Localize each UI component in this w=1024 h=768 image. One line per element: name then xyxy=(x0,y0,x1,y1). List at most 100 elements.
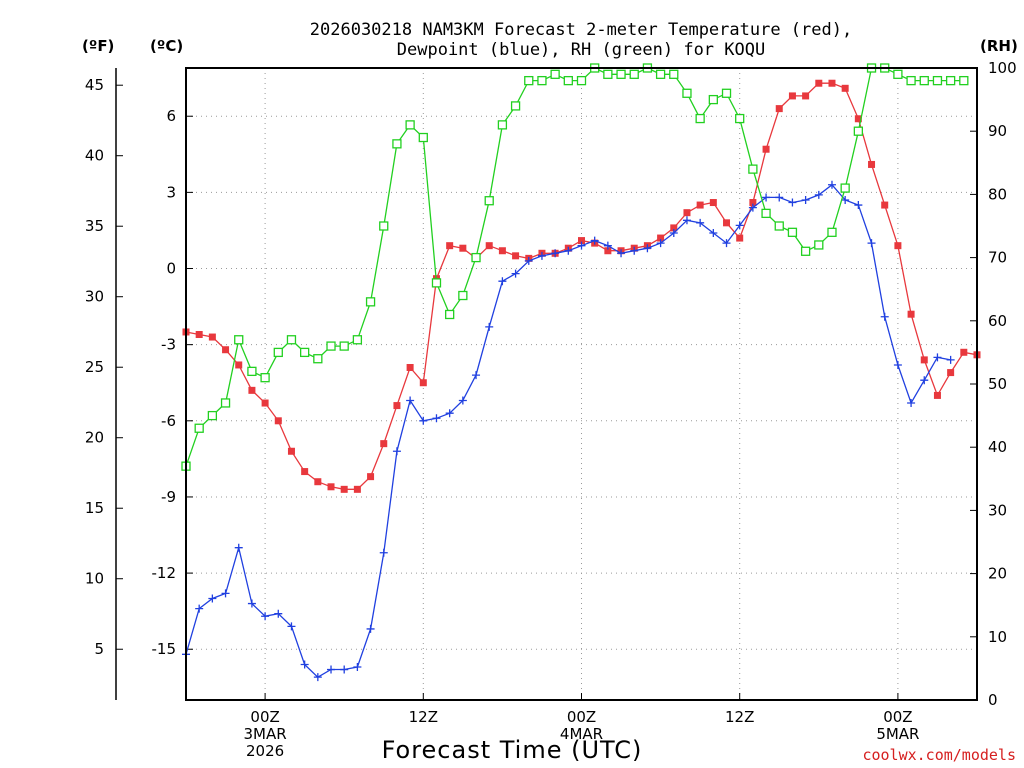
temperature-point xyxy=(762,145,770,153)
celsius-tick-label: -12 xyxy=(152,564,177,582)
rh-tick-label: 80 xyxy=(988,185,1007,203)
celsius-unit-label: (ºC) xyxy=(150,37,183,55)
temperature-point xyxy=(195,331,203,339)
dewpoint-point xyxy=(603,241,612,250)
dewpoint-point xyxy=(814,190,823,199)
dewpoint-point xyxy=(524,256,533,265)
dewpoint-point xyxy=(827,180,836,189)
rh-point xyxy=(234,335,244,345)
dewpoint-point xyxy=(762,193,771,202)
rh-point xyxy=(840,183,850,193)
rh-point xyxy=(932,75,943,86)
temperature-point xyxy=(393,402,401,410)
rh-point xyxy=(273,347,283,358)
fahrenheit-tick-label: 40 xyxy=(85,147,104,165)
time-tick-label: 3MAR xyxy=(244,725,287,743)
temperature-point xyxy=(512,252,520,260)
temperature-point xyxy=(485,242,493,250)
dewpoint-point xyxy=(551,249,560,258)
temperature-point xyxy=(907,310,915,318)
dewpoint-point xyxy=(867,239,876,248)
rh-point xyxy=(471,252,481,263)
dewpoint-point xyxy=(313,673,322,682)
temperature-point xyxy=(736,234,744,242)
dewpoint-point xyxy=(907,399,916,408)
temperature-point xyxy=(459,244,467,252)
temperature-point xyxy=(208,333,216,341)
dewpoint-point xyxy=(261,612,270,621)
time-tick-label: 00Z xyxy=(250,708,279,726)
dewpoint-point xyxy=(854,201,863,210)
dewpoint-point xyxy=(537,251,546,260)
temperature-point xyxy=(841,84,849,92)
rh-point xyxy=(814,240,824,250)
dewpoint-series xyxy=(182,180,955,682)
rh-point xyxy=(537,75,547,86)
dewpoint-point xyxy=(392,447,401,456)
celsius-tick-label: -9 xyxy=(161,488,176,506)
dewpoint-point xyxy=(300,660,309,669)
rh-point xyxy=(748,164,758,174)
temperature-point xyxy=(340,485,348,493)
dewpoint-point xyxy=(511,269,520,278)
rh-point xyxy=(392,139,402,149)
rh-point xyxy=(247,366,257,377)
grid-layer xyxy=(116,67,977,701)
fahrenheit-tick-label: 35 xyxy=(85,217,104,235)
dewpoint-point xyxy=(735,221,744,230)
dewpoint-point xyxy=(419,416,428,425)
rh-point xyxy=(827,227,837,237)
dewpoint-point xyxy=(485,322,494,331)
rh-point xyxy=(365,297,376,307)
rh-series xyxy=(181,63,969,471)
temperature-point xyxy=(314,478,322,486)
fahrenheit-unit-label: (ºF) xyxy=(82,37,114,55)
temperature-point xyxy=(222,346,230,354)
dewpoint-point xyxy=(709,228,718,237)
temperature-point xyxy=(287,447,295,455)
fahrenheit-tick-label: 15 xyxy=(85,499,104,517)
rh-point xyxy=(906,75,916,86)
rh-point xyxy=(695,113,705,124)
time-tick-label: 2026 xyxy=(246,742,284,760)
temperature-point xyxy=(920,356,928,364)
rh-point xyxy=(299,347,310,358)
dewpoint-point xyxy=(327,665,336,674)
chart-title-line-2: Dewpoint (blue), RH (green) for KOQU xyxy=(397,40,765,60)
dewpoint-point xyxy=(234,543,243,552)
rh-point xyxy=(774,221,784,231)
rh-point xyxy=(919,75,929,86)
rh-point xyxy=(524,75,534,86)
dewpoint-point xyxy=(788,198,797,207)
temperature-point xyxy=(327,483,335,491)
rh-point xyxy=(853,126,863,136)
chart-title-line-1: 2026030218 NAM3KM Forecast 2-meter Tempe… xyxy=(310,20,852,40)
rh-tick-label: 100 xyxy=(988,59,1017,77)
rh-tick-label: 90 xyxy=(988,122,1007,140)
temperature-point xyxy=(696,201,704,209)
dewpoint-point xyxy=(880,312,889,321)
temperature-point xyxy=(947,369,955,377)
dewpoint-point xyxy=(920,376,929,385)
dewpoint-point xyxy=(498,277,507,286)
rh-tick-label: 30 xyxy=(988,501,1007,519)
dewpoint-point xyxy=(340,665,349,674)
celsius-tick-label: 0 xyxy=(166,260,176,278)
dewpoint-point xyxy=(208,594,217,603)
rh-tick-label: 70 xyxy=(988,249,1007,267)
temperature-point xyxy=(248,386,256,394)
series-layer xyxy=(181,63,981,682)
axis-labels: 630-3-6-9-12-154540353025201510510090807… xyxy=(85,59,1017,760)
temperature-point xyxy=(749,199,757,207)
dewpoint-point xyxy=(432,414,441,423)
temperature-point xyxy=(498,247,506,255)
rh-point xyxy=(313,354,323,364)
rh-point xyxy=(682,88,692,98)
x-axis-title: Forecast Time (UTC) xyxy=(382,736,643,764)
rh-point xyxy=(893,69,903,79)
temperature-point xyxy=(775,105,783,113)
temperature-point xyxy=(723,219,731,227)
rh-point xyxy=(431,278,442,288)
dewpoint-point xyxy=(379,548,388,557)
temperature-point xyxy=(815,79,823,87)
